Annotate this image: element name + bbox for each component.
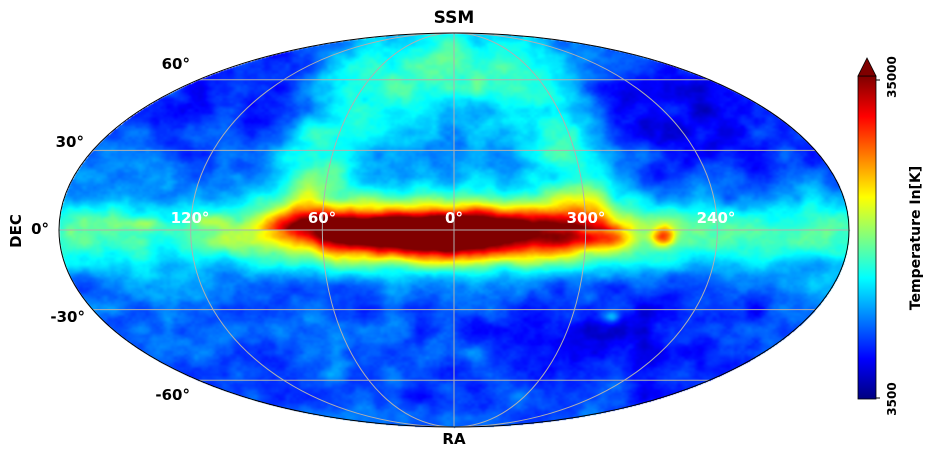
dec-tick-label: -30°	[50, 308, 85, 326]
dec-tick-label: 0°	[31, 220, 49, 238]
colorbar	[857, 57, 880, 400]
colorbar-max-label: 35000	[885, 56, 899, 98]
colorbar-extend-arrow	[857, 57, 877, 77]
dec-tick-label: -60°	[155, 386, 190, 404]
ra-grid-line	[190, 32, 455, 428]
colorbar-label: Temperature In[K]	[908, 165, 924, 311]
graticule	[59, 32, 849, 428]
colorbar-min-label: 3500	[885, 382, 899, 416]
x-axis-label: RA	[442, 430, 466, 448]
ra-tick-label: 120°	[170, 209, 210, 227]
chart-title: SSM	[433, 8, 475, 28]
ra-tick-label: 0°	[445, 209, 463, 227]
ra-tick-label: 240°	[696, 209, 736, 227]
dec-tick-label: 30°	[55, 133, 84, 151]
colorbar-gradient	[857, 75, 877, 400]
ra-grid-line	[453, 32, 718, 428]
ra-tick-label: 300°	[566, 209, 606, 227]
ra-grid-line	[321, 32, 455, 428]
dec-tick-label: 60°	[161, 55, 190, 73]
ra-grid-line	[453, 32, 587, 428]
ra-tick-label: 60°	[307, 209, 337, 227]
map-outline	[58, 32, 850, 428]
